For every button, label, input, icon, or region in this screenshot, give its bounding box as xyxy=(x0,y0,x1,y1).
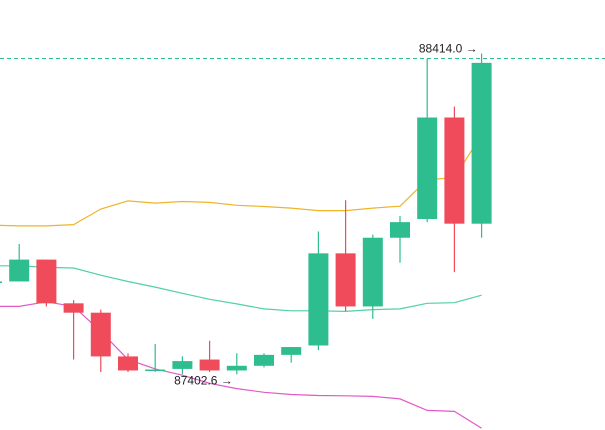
candle-body xyxy=(281,347,302,355)
candle-body xyxy=(0,281,2,283)
candle-body xyxy=(335,253,356,307)
moving-average-line xyxy=(0,134,483,227)
lower-band-line xyxy=(0,301,482,429)
candle-body xyxy=(390,222,410,238)
candle-body xyxy=(145,369,166,372)
candle-body xyxy=(226,365,247,371)
candle-body xyxy=(254,354,274,366)
candle-body xyxy=(172,361,193,369)
candle-body xyxy=(63,303,84,313)
candle-body xyxy=(9,259,30,282)
candle-body xyxy=(417,117,438,219)
candle-body xyxy=(471,62,492,224)
candle-body xyxy=(90,312,111,357)
candle-body xyxy=(118,356,138,371)
low-price-annotation: 87402.6 → xyxy=(174,373,233,387)
candle-body xyxy=(362,237,383,307)
candle-body xyxy=(308,253,329,346)
candle-body xyxy=(199,359,220,371)
high-price-annotation: 88414.0 → xyxy=(419,41,478,55)
middle-band-line xyxy=(0,265,482,313)
candle-body xyxy=(444,117,465,224)
candle-body xyxy=(36,259,57,304)
